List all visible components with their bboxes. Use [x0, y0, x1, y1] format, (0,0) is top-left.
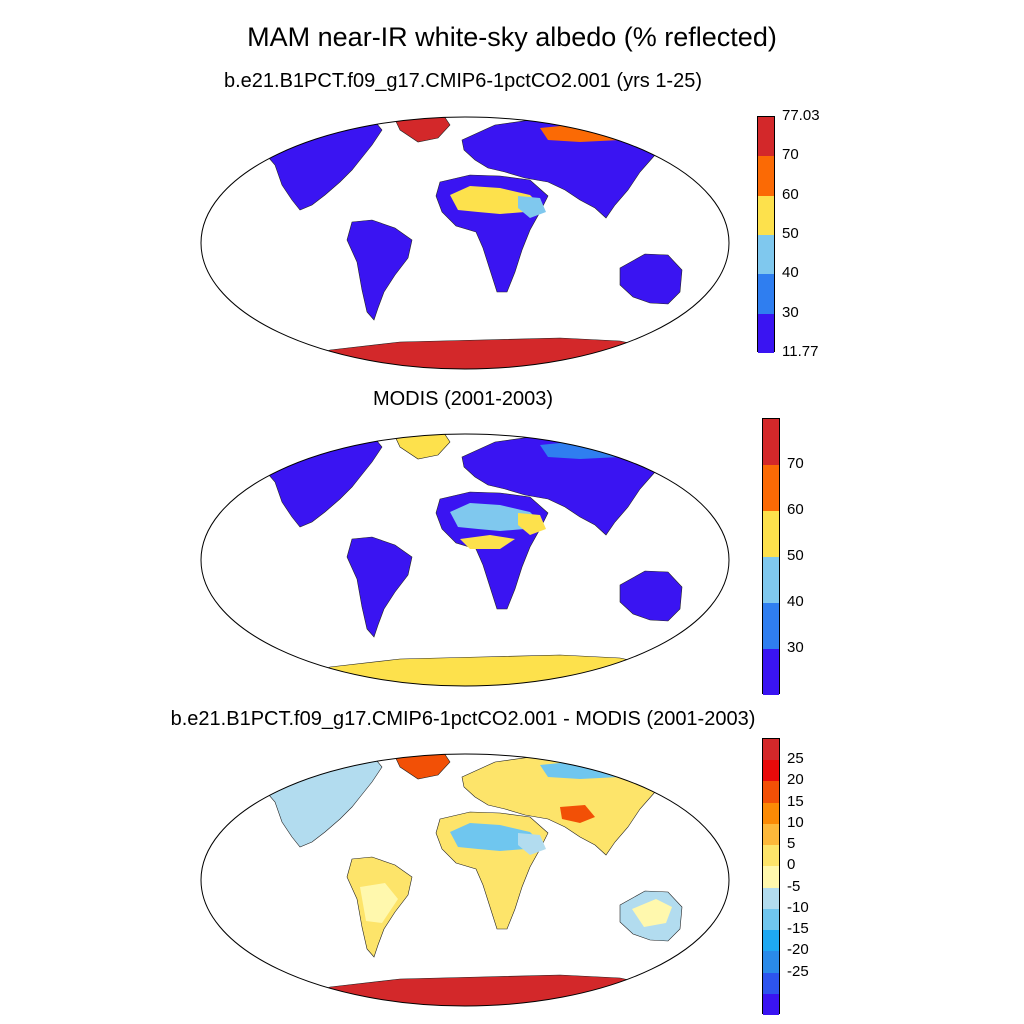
difference-region-arabia-10	[518, 833, 546, 855]
difference-region-antarctica-13	[289, 974, 691, 1006]
cb3-tick-label: 5	[787, 835, 796, 853]
cb3-swatch	[763, 781, 779, 803]
colorbar-model: 77.03 70 60 50 40 30 11.77	[757, 107, 845, 360]
model-region-antarctica-10	[289, 337, 691, 369]
cb3-tick-label: -20	[787, 941, 809, 959]
cb1-tick-label: 50	[782, 225, 799, 242]
cb2-swatch	[763, 649, 779, 695]
cb3-tick-label: -15	[787, 920, 809, 938]
model-region-australia-9	[619, 253, 683, 305]
difference-region-amazonS-4	[360, 883, 398, 923]
cb1-tick-label: 30	[782, 303, 799, 321]
difference-region-greenland-2	[391, 754, 451, 780]
cb3-bar	[762, 738, 780, 1015]
cb1-swatch	[758, 195, 774, 235]
cb2-tick-label: 60	[787, 501, 804, 518]
cb3-swatch	[763, 887, 779, 909]
cb1-tick-label: 11.77	[782, 343, 819, 360]
cb2-tick-label: 40	[787, 593, 804, 610]
modis-region-northAmerica-0	[261, 434, 383, 528]
modis-region-arabia-9	[518, 513, 546, 535]
cb1-swatch	[758, 156, 774, 196]
map-panel-modis	[200, 433, 730, 687]
model-map-border	[200, 116, 730, 370]
cb3-tick-label: 15	[787, 792, 804, 810]
modis-region-southAmerica-3	[346, 536, 413, 638]
panel-title-difference: b.e21.B1PCT.f09_g17.CMIP6-1pctCO2.001 - …	[170, 708, 756, 730]
cb1-tick-label: 60	[782, 185, 799, 203]
difference-region-tibet-7	[560, 805, 595, 823]
modis-region-greenland-2	[391, 434, 451, 460]
cb1-swatch	[758, 313, 774, 353]
cb3-swatch	[763, 823, 779, 846]
modis-region-saharaA-7	[450, 503, 540, 531]
modis-map-border	[200, 433, 730, 687]
cb3-tick-label: 20	[787, 771, 804, 789]
cb3-swatch	[763, 845, 779, 867]
model-region-southAmerica-3	[346, 219, 413, 321]
cb1-tick-label: 77.03	[782, 107, 820, 124]
cb3-tick-label: -10	[787, 898, 809, 916]
cb2-swatch	[763, 419, 779, 465]
cb2-swatch	[763, 557, 779, 603]
cb2-tick-label: 30	[787, 639, 804, 656]
cb3-swatch	[763, 802, 779, 824]
cb3-tick-label: 25	[787, 750, 804, 768]
colorbar-difference: 25 20 15 10 5 0 -5 -10 -15 -20 -25	[762, 738, 850, 1015]
cb2-bar	[762, 418, 780, 695]
cb3-swatch	[763, 993, 779, 1015]
cb3-tick-label: 10	[787, 813, 804, 831]
cb1-tick-label: 40	[782, 264, 799, 282]
cb3-tick-label: -25	[787, 962, 809, 980]
cb1-tick-label: 70	[782, 146, 799, 164]
cb2-tick-label: 50	[787, 547, 804, 564]
cb3-swatch	[763, 760, 779, 782]
model-region-arabia-8	[518, 196, 546, 218]
map-panel-difference	[200, 753, 730, 1007]
panel-title-model: b.e21.B1PCT.f09_g17.CMIP6-1pctCO2.001 (y…	[223, 70, 703, 92]
panel-title-modis: MODIS (2001-2003)	[372, 388, 554, 410]
cb3-swatch	[763, 972, 779, 994]
model-region-greenland-2	[391, 117, 451, 143]
cb3-tick-label: -5	[787, 877, 801, 895]
difference-map-border	[200, 753, 730, 1007]
colorbar-modis: 70 60 50 40 30	[762, 418, 850, 695]
figure-title: MAM near-IR white-sky albedo (% reflecte…	[247, 22, 777, 52]
modis-region-antarctica-11	[289, 654, 691, 686]
cb2-swatch	[763, 465, 779, 511]
cb1-swatch	[758, 274, 774, 314]
modis-region-sahelB-8	[460, 535, 515, 549]
cb3-swatch	[763, 930, 779, 952]
difference-region-outback-12	[632, 899, 672, 927]
cb1-swatch	[758, 117, 774, 157]
map-panel-model	[200, 116, 730, 370]
cb3-swatch	[763, 908, 779, 931]
difference-region-northAmerica-0	[261, 754, 383, 848]
difference-region-saharaA-9	[450, 823, 540, 851]
cb1-bar	[757, 116, 775, 353]
cb3-swatch	[763, 739, 779, 761]
model-region-saharaA-7	[450, 186, 540, 214]
cb3-swatch	[763, 951, 779, 973]
cb1-swatch	[758, 235, 774, 275]
cb2-swatch	[763, 511, 779, 557]
cb2-swatch	[763, 603, 779, 649]
cb3-swatch	[763, 866, 779, 888]
cb3-tick-label: 0	[787, 856, 796, 874]
model-region-northAmerica-0	[261, 117, 383, 211]
modis-region-australia-10	[619, 570, 683, 622]
cb2-tick-label: 70	[787, 455, 804, 472]
